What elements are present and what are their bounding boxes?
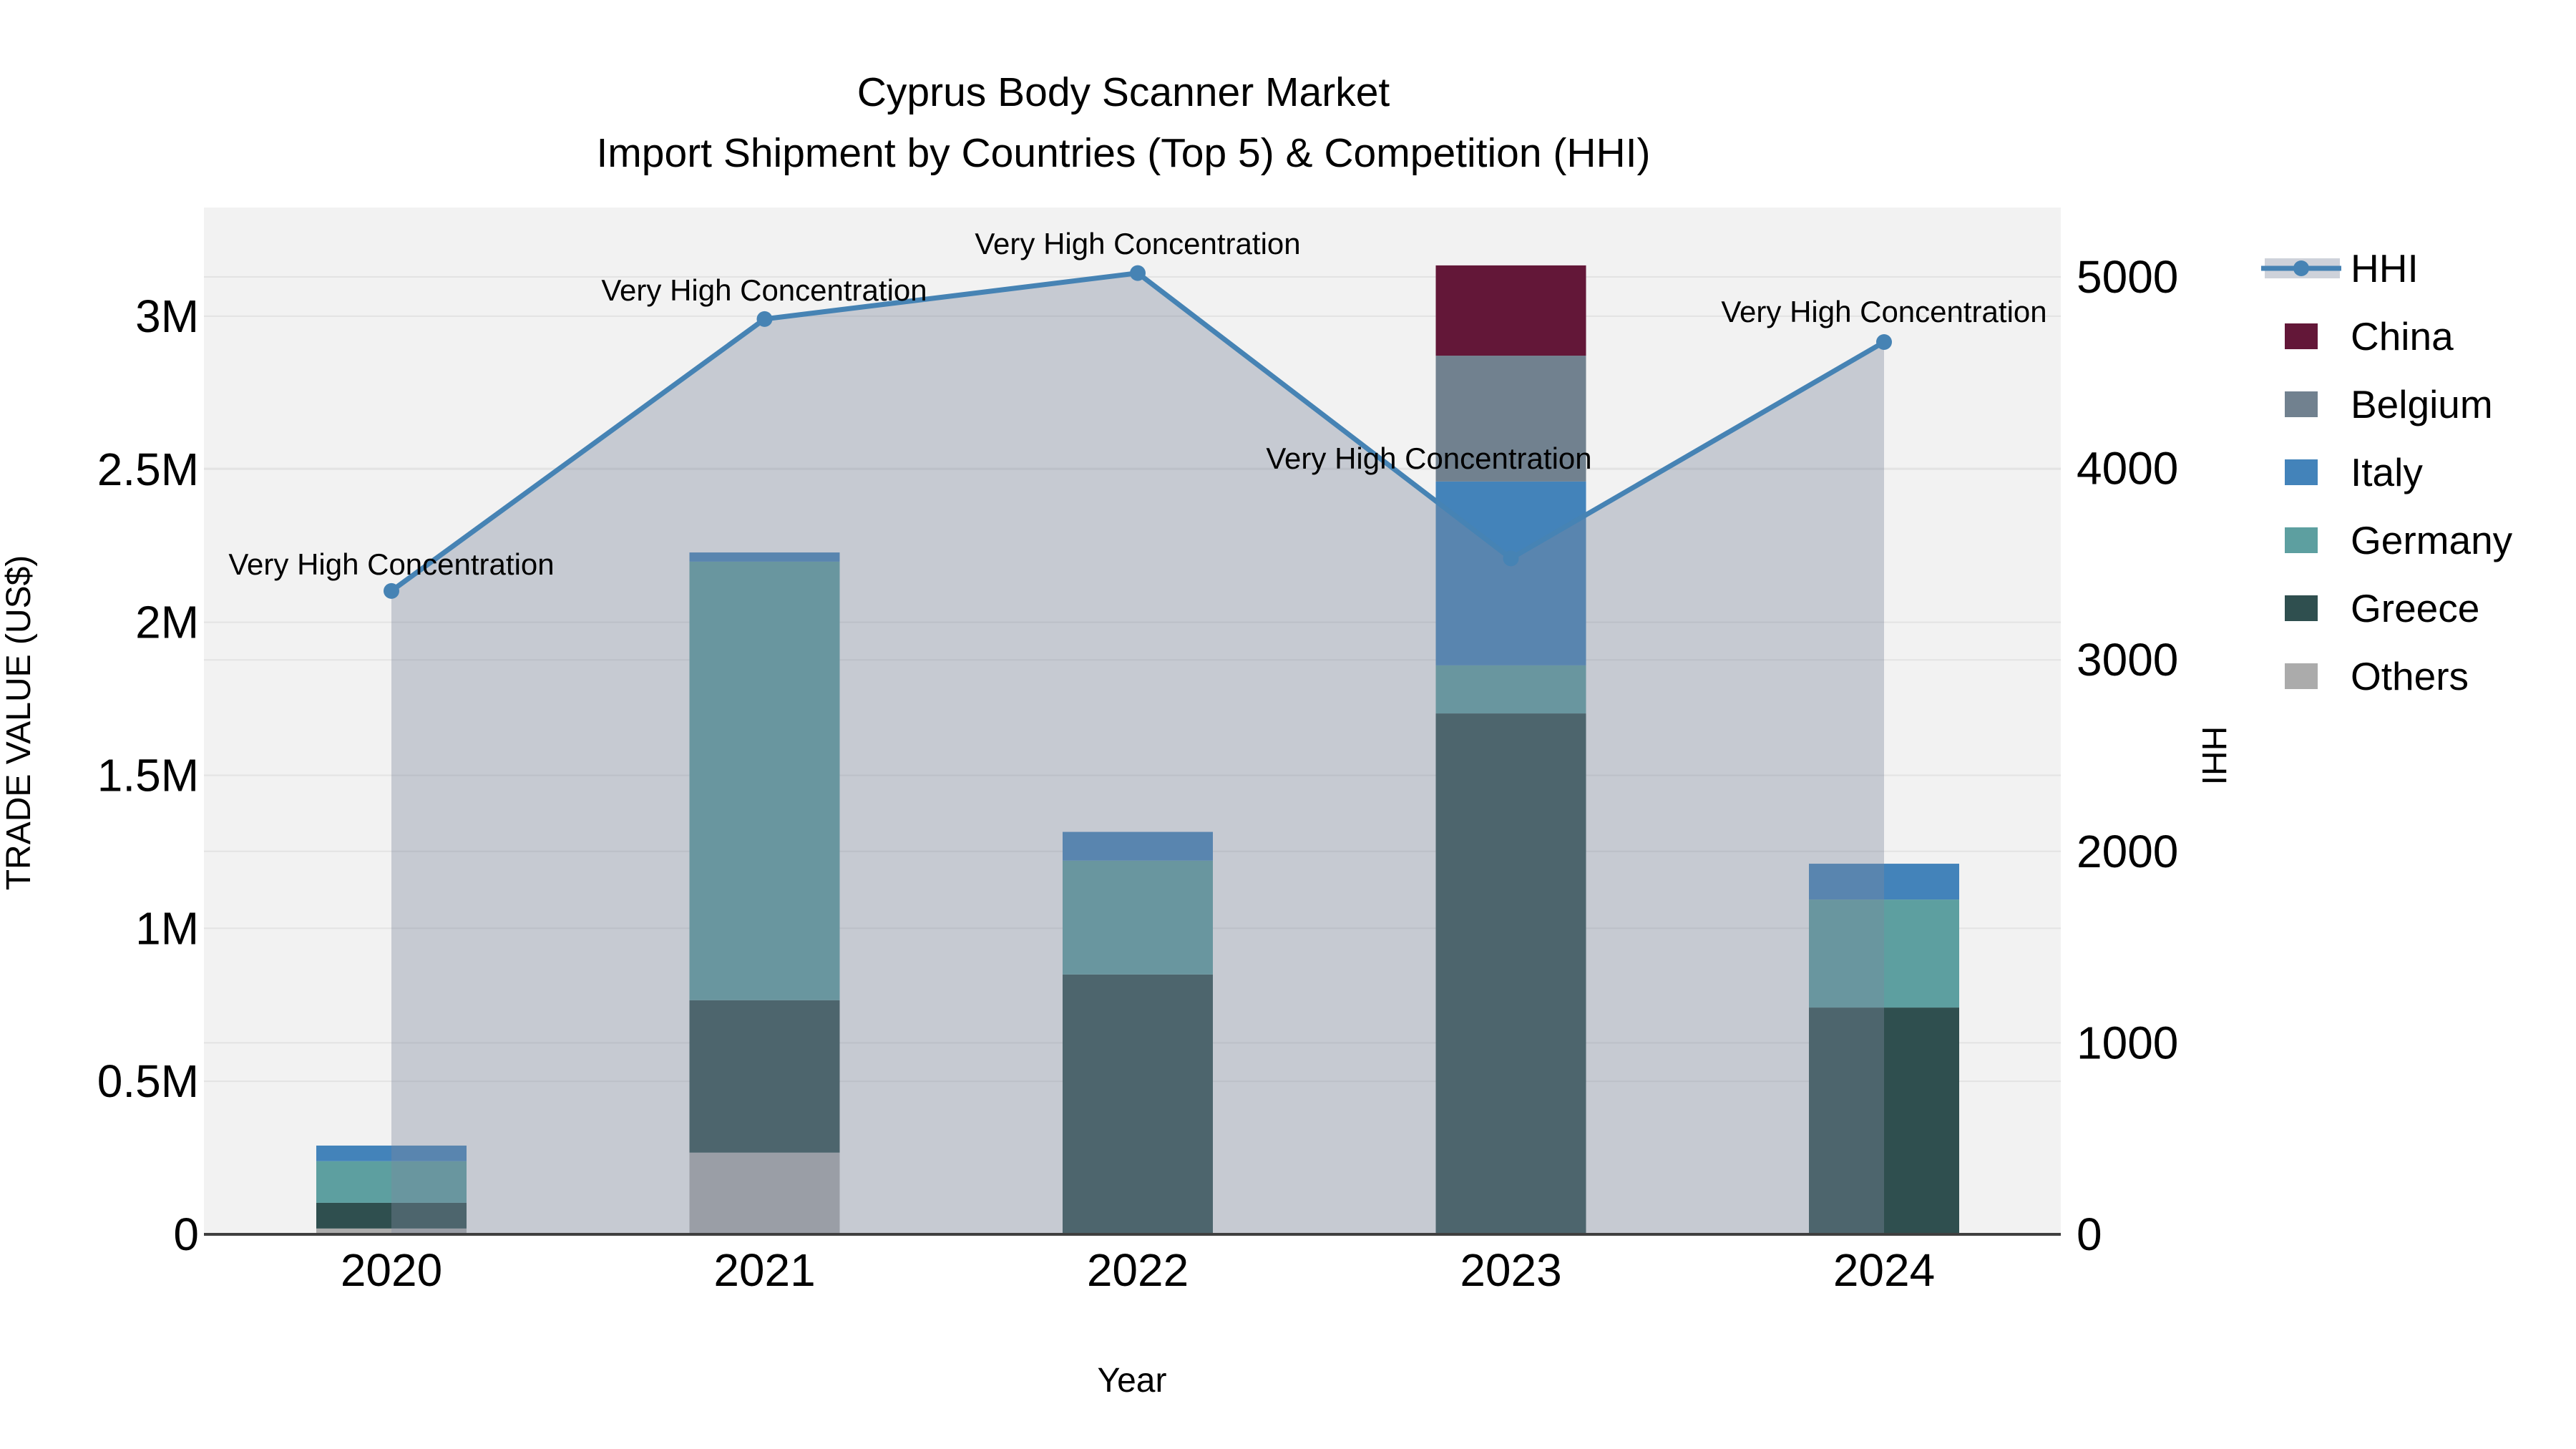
hhi-point-2020 bbox=[384, 582, 399, 599]
bar-segment-italy-2021 bbox=[689, 552, 840, 562]
y-left-tick-label: 1.5M bbox=[97, 749, 199, 801]
bar-segment-italy-2023 bbox=[1435, 481, 1586, 665]
x-tick-label-2021: 2021 bbox=[713, 1244, 815, 1296]
hhi-point-2021 bbox=[756, 311, 773, 327]
bar-segment-italy-2024 bbox=[1809, 864, 1959, 900]
y-left-tick-label: 0.5M bbox=[97, 1055, 199, 1107]
hhi-point-2024 bbox=[1876, 333, 1892, 350]
y-left-tick-label: 3M bbox=[135, 291, 199, 342]
legend-swatch-italy bbox=[2285, 459, 2318, 485]
y-left-tick-label: 2.5M bbox=[97, 444, 199, 495]
annotation-very-high-concentration: Very High Concentration bbox=[975, 227, 1300, 260]
chart-subtitle: Import Shipment by Countries (Top 5) & C… bbox=[596, 130, 1650, 176]
legend-label-germany: Germany bbox=[2351, 518, 2513, 562]
y-right-tick-label: 2000 bbox=[2077, 826, 2178, 877]
legend-label-hhi: HHI bbox=[2351, 246, 2419, 291]
legend-item-italy[interactable]: Italy bbox=[2285, 450, 2423, 494]
y-right-tick-label: 4000 bbox=[2077, 443, 2178, 494]
annotation-very-high-concentration: Very High Concentration bbox=[1721, 295, 2046, 328]
stacked-bars bbox=[316, 265, 1959, 1234]
y-left-tick-label: 2M bbox=[135, 597, 199, 648]
bar-segment-others-2021 bbox=[689, 1152, 840, 1234]
legend-item-hhi[interactable]: HHI bbox=[2261, 246, 2419, 291]
x-tick-label-2022: 2022 bbox=[1087, 1244, 1189, 1296]
annotation-very-high-concentration: Very High Concentration bbox=[1266, 441, 1591, 475]
legend-label-greece: Greece bbox=[2351, 586, 2479, 630]
legend-item-germany[interactable]: Germany bbox=[2285, 518, 2513, 562]
y-axis-right-title: HHI bbox=[2195, 726, 2233, 786]
y-axis-left-title: TRADE VALUE (US$) bbox=[0, 555, 38, 891]
bar-segment-belgium-2023 bbox=[1435, 356, 1586, 482]
legend-hhi-marker-sample bbox=[2293, 260, 2309, 276]
y-right-tick-label: 5000 bbox=[2077, 251, 2178, 303]
hhi-point-2022 bbox=[1130, 265, 1146, 281]
y-right-tick-label: 0 bbox=[2077, 1209, 2102, 1260]
bar-segment-germany-2020 bbox=[316, 1161, 467, 1203]
chart-title: Cyprus Body Scanner Market bbox=[857, 69, 1390, 115]
legend-swatch-others bbox=[2285, 663, 2318, 689]
hhi-line bbox=[384, 265, 1892, 599]
legend-swatch-germany bbox=[2285, 527, 2318, 553]
x-tick-label-2023: 2023 bbox=[1460, 1244, 1561, 1296]
x-tick-label-2020: 2020 bbox=[341, 1244, 442, 1296]
legend-label-others: Others bbox=[2351, 654, 2469, 698]
legend-label-italy: Italy bbox=[2351, 450, 2423, 494]
legend-item-others[interactable]: Others bbox=[2285, 654, 2469, 698]
x-tick-label-2024: 2024 bbox=[1833, 1244, 1935, 1296]
bar-segment-italy-2022 bbox=[1063, 831, 1213, 861]
tick-labels: 0 0.5M 1M 1.5M 2M 2.5M 3M 0 1000 2000 3000 4000 5000… bbox=[97, 251, 2179, 1296]
bar-segment-greece-2020 bbox=[316, 1202, 467, 1229]
legend-swatch-greece bbox=[2285, 595, 2318, 621]
legend: HHI China Belgium Italy Germany Greece Others bbox=[2261, 246, 2513, 698]
hhi-area-polygon bbox=[391, 273, 1884, 1235]
legend-swatch-china bbox=[2285, 323, 2318, 349]
hhi-point-2023 bbox=[1503, 550, 1519, 567]
bar-segment-china-2023 bbox=[1435, 265, 1586, 356]
bar-segment-greece-2022 bbox=[1063, 974, 1213, 1234]
x-axis-title: Year bbox=[1098, 1362, 1167, 1400]
annotation-very-high-concentration: Very High Concentration bbox=[228, 547, 554, 581]
legend-swatch-belgium bbox=[2285, 391, 2318, 417]
hhi-area-fill bbox=[391, 273, 1884, 1235]
legend-item-china[interactable]: China bbox=[2285, 314, 2454, 358]
bar-segment-germany-2022 bbox=[1063, 860, 1213, 975]
y-right-tick-label: 1000 bbox=[2077, 1017, 2178, 1068]
bar-segment-germany-2024 bbox=[1809, 899, 1959, 1008]
y-left-tick-label: 0 bbox=[173, 1209, 199, 1260]
annotation-very-high-concentration: Very High Concentration bbox=[601, 273, 927, 307]
annotations: Very High Concentration Very High Concent… bbox=[228, 227, 2046, 581]
legend-label-belgium: Belgium bbox=[2351, 382, 2493, 426]
legend-label-china: China bbox=[2351, 314, 2454, 358]
bar-segment-germany-2021 bbox=[689, 561, 840, 1000]
bar-segment-greece-2023 bbox=[1435, 713, 1586, 1234]
bar-segment-italy-2020 bbox=[316, 1145, 467, 1161]
bar-segment-greece-2021 bbox=[689, 1000, 840, 1153]
bar-segment-germany-2023 bbox=[1435, 665, 1586, 714]
bar-segment-greece-2024 bbox=[1809, 1008, 1959, 1234]
y-left-tick-label: 1M bbox=[135, 902, 199, 954]
y-right-tick-label: 3000 bbox=[2077, 634, 2178, 686]
legend-item-greece[interactable]: Greece bbox=[2285, 586, 2479, 630]
bar-segment-others-2020 bbox=[316, 1228, 467, 1234]
legend-item-belgium[interactable]: Belgium bbox=[2285, 382, 2493, 426]
